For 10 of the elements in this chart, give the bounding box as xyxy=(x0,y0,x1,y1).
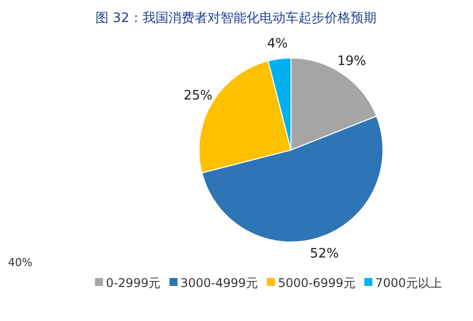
data-label: 4% xyxy=(267,36,288,52)
data-label: 25% xyxy=(184,88,212,104)
legend-label: 3000-4999元 xyxy=(180,276,258,290)
data-label: 19% xyxy=(337,54,366,70)
legend-label: 5000-6999元 xyxy=(278,276,356,290)
chart-title: 图 32：我国消费者对智能化电动车起步价格预期 xyxy=(96,11,376,26)
legend-label: 0-2999元 xyxy=(106,276,161,290)
text: 40% xyxy=(8,256,32,269)
data-label: 52% xyxy=(310,246,339,262)
legend-label: 7000元以上 xyxy=(375,276,442,290)
